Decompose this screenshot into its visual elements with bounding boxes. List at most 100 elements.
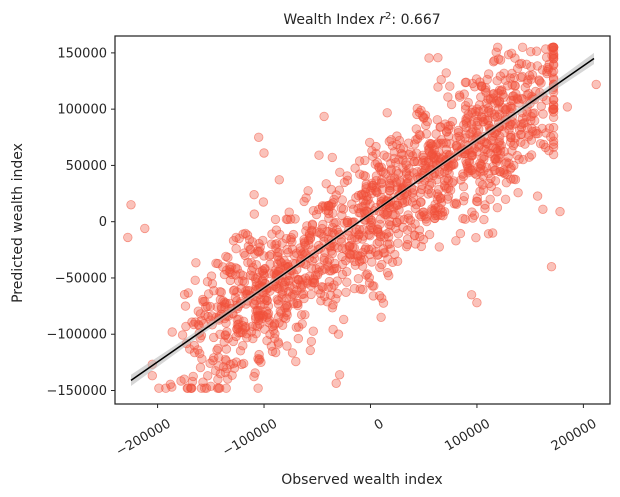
data-point: [366, 217, 377, 228]
x-axis-ticks: −200000 −100000 0 100000 200000: [114, 404, 599, 460]
data-point: [339, 314, 349, 325]
data-point: [460, 214, 471, 224]
data-point: [393, 168, 404, 179]
data-point: [494, 97, 505, 107]
data-point: [219, 337, 229, 347]
data-point: [469, 210, 480, 221]
data-point: [548, 104, 559, 114]
data-point: [328, 300, 338, 310]
data-point: [451, 236, 461, 246]
data-point: [270, 240, 280, 250]
data-point: [490, 165, 501, 175]
data-point: [255, 310, 265, 320]
data-point: [314, 227, 324, 238]
data-point: [410, 219, 420, 229]
data-point: [332, 276, 343, 286]
data-point: [323, 282, 333, 292]
y-tick-label: −50000: [55, 271, 107, 286]
data-point: [374, 162, 384, 172]
data-point: [277, 320, 288, 331]
data-point: [280, 277, 291, 287]
data-point: [207, 279, 218, 289]
data-point: [251, 329, 261, 339]
data-point: [165, 379, 176, 390]
data-point: [255, 242, 265, 252]
data-point: [318, 219, 328, 230]
data-point: [226, 262, 237, 272]
y-tick-label: 0: [99, 215, 107, 230]
data-point: [270, 214, 281, 225]
data-point: [186, 383, 197, 393]
data-point: [379, 248, 389, 258]
data-point: [397, 198, 408, 208]
data-point: [548, 100, 559, 111]
data-point: [371, 141, 381, 152]
data-point: [445, 81, 455, 91]
data-point: [214, 383, 225, 393]
data-point: [421, 129, 432, 139]
data-point: [198, 294, 208, 305]
data-point: [306, 263, 317, 273]
data-point: [516, 137, 526, 147]
regression-line: [130, 57, 595, 382]
data-point: [241, 322, 251, 332]
data-point: [367, 257, 377, 267]
data-point: [412, 134, 423, 144]
data-point: [321, 179, 331, 189]
data-point: [374, 237, 385, 247]
data-point: [304, 230, 315, 241]
data-point: [497, 102, 508, 113]
data-point: [424, 180, 435, 190]
data-point: [528, 126, 538, 137]
data-point: [360, 155, 370, 166]
data-point: [327, 152, 338, 163]
data-point: [492, 202, 503, 213]
data-point: [306, 336, 317, 347]
data-point: [483, 147, 493, 158]
data-point: [231, 243, 241, 254]
data-point: [228, 286, 239, 296]
data-point: [349, 283, 360, 294]
data-point: [427, 149, 437, 160]
data-point: [424, 53, 434, 63]
data-point: [337, 195, 348, 205]
data-point: [444, 124, 454, 135]
data-point: [386, 158, 396, 169]
data-point: [197, 354, 207, 364]
x-tick-label: −100000: [220, 416, 280, 459]
data-point: [357, 261, 368, 271]
data-point: [476, 92, 486, 102]
data-point: [307, 225, 317, 236]
data-point: [443, 92, 453, 102]
data-point: [516, 122, 527, 133]
data-point: [324, 266, 335, 276]
data-point: [188, 371, 198, 382]
x-tick-label: 100000: [442, 416, 492, 454]
data-point: [467, 105, 478, 115]
data-point: [436, 193, 446, 203]
data-point: [338, 204, 349, 214]
data-point: [361, 270, 371, 280]
data-point: [334, 185, 345, 195]
data-point: [492, 187, 502, 197]
data-point: [291, 356, 301, 367]
data-point: [432, 115, 443, 125]
data-point: [547, 43, 557, 53]
data-point: [193, 345, 203, 355]
data-point: [378, 298, 389, 308]
data-point: [389, 147, 400, 157]
data-point: [467, 207, 477, 217]
data-point: [358, 247, 368, 258]
data-point: [403, 138, 414, 148]
data-point: [441, 68, 451, 78]
data-point: [451, 199, 462, 210]
data-point: [436, 138, 446, 148]
data-point: [376, 312, 386, 323]
data-point: [240, 286, 251, 296]
data-point: [500, 75, 511, 85]
data-point: [422, 216, 432, 227]
data-point: [476, 159, 486, 170]
data-point: [203, 289, 214, 299]
data-point: [327, 303, 338, 313]
data-point: [259, 324, 270, 334]
